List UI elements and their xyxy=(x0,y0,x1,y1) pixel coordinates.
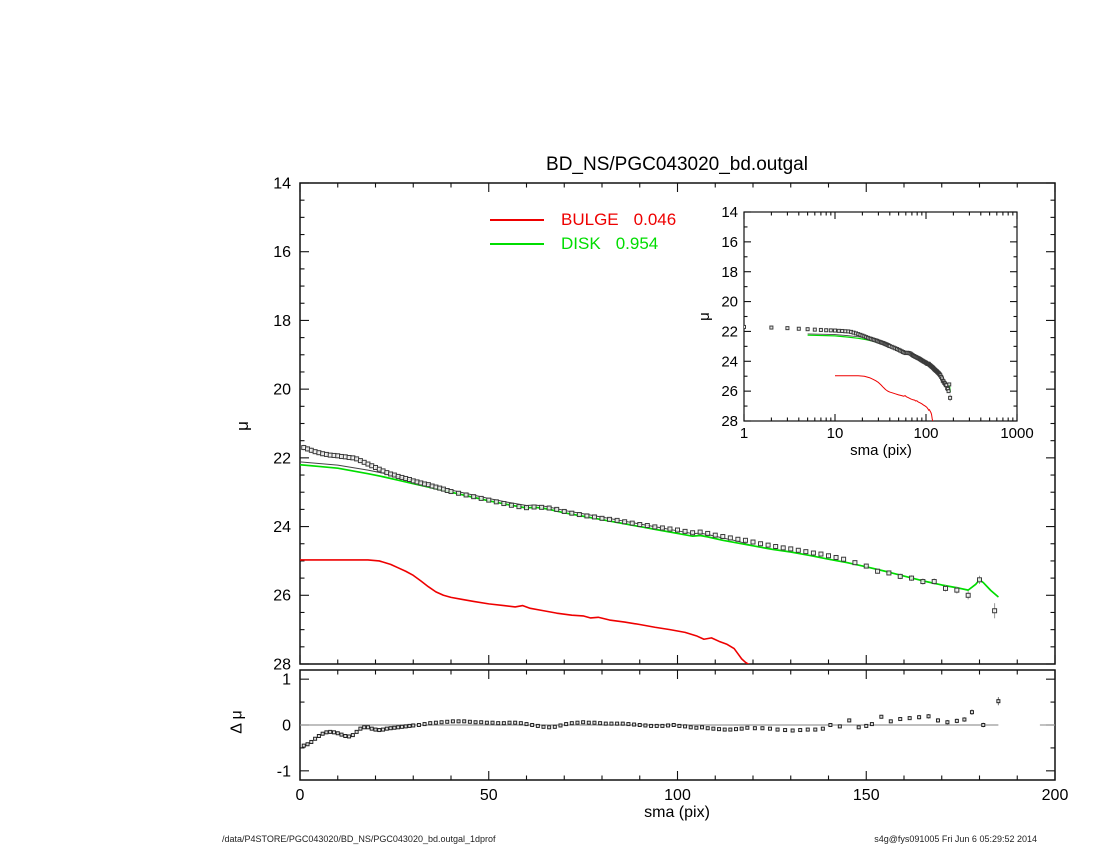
bulge-line-swatch xyxy=(490,219,544,221)
svg-text:1: 1 xyxy=(282,672,291,689)
svg-text:24: 24 xyxy=(721,353,738,370)
svg-text:100: 100 xyxy=(664,787,691,804)
disk-legend-label: DISK xyxy=(561,234,601,253)
inset-y-axis-label: μ xyxy=(695,312,713,321)
residual-y-axis-label: Δ μ xyxy=(228,710,246,734)
svg-text:14: 14 xyxy=(273,175,291,192)
svg-text:18: 18 xyxy=(721,264,738,281)
svg-text:100: 100 xyxy=(913,425,938,442)
inset-series xyxy=(744,324,953,421)
footer-host-timestamp: s4g@fys091005 Fri Jun 6 05:29:52 2014 xyxy=(874,834,1037,844)
svg-text:18: 18 xyxy=(273,313,291,330)
svg-text:28: 28 xyxy=(721,413,738,430)
residual-panel: -1 0 1 0 50 100 150 200 xyxy=(277,669,1069,804)
disk-line-swatch xyxy=(490,243,544,245)
legend-item-bulge: BULGE 0.046 xyxy=(490,210,676,230)
legend-item-disk: DISK 0.954 xyxy=(490,234,658,254)
svg-text:24: 24 xyxy=(273,519,291,536)
bulge-legend-value: 0.046 xyxy=(633,210,677,229)
svg-text:22: 22 xyxy=(273,450,291,467)
svg-text:1: 1 xyxy=(740,425,748,442)
svg-text:22: 22 xyxy=(721,324,738,341)
inset-x-axis-label: sma (pix) xyxy=(850,442,912,459)
disk-legend-value: 0.954 xyxy=(615,234,659,253)
bulge-legend-label: BULGE xyxy=(561,210,619,229)
svg-text:16: 16 xyxy=(721,234,738,251)
svg-text:1000: 1000 xyxy=(1000,425,1033,442)
svg-text:28: 28 xyxy=(273,656,291,673)
svg-text:20: 20 xyxy=(721,294,738,311)
svg-text:50: 50 xyxy=(480,787,498,804)
svg-text:200: 200 xyxy=(1042,787,1069,804)
svg-text:0: 0 xyxy=(282,717,291,734)
disk-legend-text: DISK 0.954 xyxy=(561,234,658,254)
chart-title: BD_NS/PGC043020_bd.outgal xyxy=(546,154,808,175)
inset-panel: 14 16 18 20 22 24 26 281 10 100 1000 xyxy=(721,204,1033,442)
svg-text:0: 0 xyxy=(296,787,305,804)
svg-text:14: 14 xyxy=(721,204,738,221)
x-axis-label: sma (pix) xyxy=(644,804,710,821)
bulge-legend-text: BULGE 0.046 xyxy=(561,210,676,230)
svg-text:20: 20 xyxy=(273,382,291,399)
main-series xyxy=(300,444,999,664)
svg-text:-1: -1 xyxy=(277,763,291,780)
main-panel: 14 16 18 20 22 24 26 28 xyxy=(273,175,1056,673)
svg-text:26: 26 xyxy=(721,383,738,400)
svg-text:26: 26 xyxy=(273,588,291,605)
svg-text:16: 16 xyxy=(273,244,291,261)
main-y-axis-label: μ xyxy=(232,421,252,431)
residual-series xyxy=(300,697,1055,748)
svg-text:10: 10 xyxy=(827,425,844,442)
footer-file-path: /data/P4STORE/PGC043020/BD_NS/PGC043020_… xyxy=(222,834,496,844)
svg-text:150: 150 xyxy=(853,787,880,804)
